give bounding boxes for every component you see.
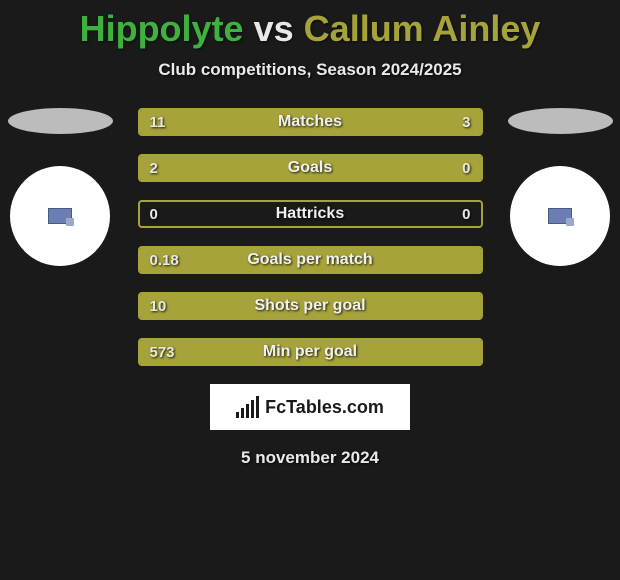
stat-label: Matches <box>140 110 481 134</box>
stat-value-right: 0 <box>462 202 470 226</box>
subtitle: Club competitions, Season 2024/2025 <box>0 60 620 80</box>
stat-value-right: 0 <box>462 156 470 180</box>
stat-value-right: 3 <box>462 110 470 134</box>
stats-bars: 11Matches32Goals00Hattricks00.18Goals pe… <box>138 108 483 366</box>
content-area: 11Matches32Goals00Hattricks00.18Goals pe… <box>0 108 620 468</box>
stat-label: Goals <box>140 156 481 180</box>
logo-bars-icon <box>236 396 259 418</box>
stat-label: Hattricks <box>140 202 481 226</box>
stat-row: 0.18Goals per match <box>138 246 483 274</box>
stat-row: 0Hattricks0 <box>138 200 483 228</box>
stat-row: 2Goals0 <box>138 154 483 182</box>
stat-label: Shots per goal <box>140 294 481 318</box>
player2-head-ellipse <box>508 108 613 134</box>
club-placeholder-icon <box>48 208 72 224</box>
right-avatar-column <box>500 108 620 266</box>
logo-box: FcTables.com <box>210 384 410 430</box>
stat-row: 11Matches3 <box>138 108 483 136</box>
vs-text: vs <box>254 8 294 49</box>
stat-label: Min per goal <box>140 340 481 364</box>
player2-club-circle <box>510 166 610 266</box>
stat-row: 573Min per goal <box>138 338 483 366</box>
logo-text: FcTables.com <box>265 397 384 418</box>
player1-name: Hippolyte <box>80 8 244 49</box>
stat-label: Goals per match <box>140 248 481 272</box>
page-title: Hippolyte vs Callum Ainley <box>0 0 620 50</box>
stat-row: 10Shots per goal <box>138 292 483 320</box>
date-text: 5 november 2024 <box>0 448 620 468</box>
player1-club-circle <box>10 166 110 266</box>
player2-name: Callum Ainley <box>304 8 541 49</box>
player1-head-ellipse <box>8 108 113 134</box>
left-avatar-column <box>0 108 120 266</box>
club-placeholder-icon <box>548 208 572 224</box>
